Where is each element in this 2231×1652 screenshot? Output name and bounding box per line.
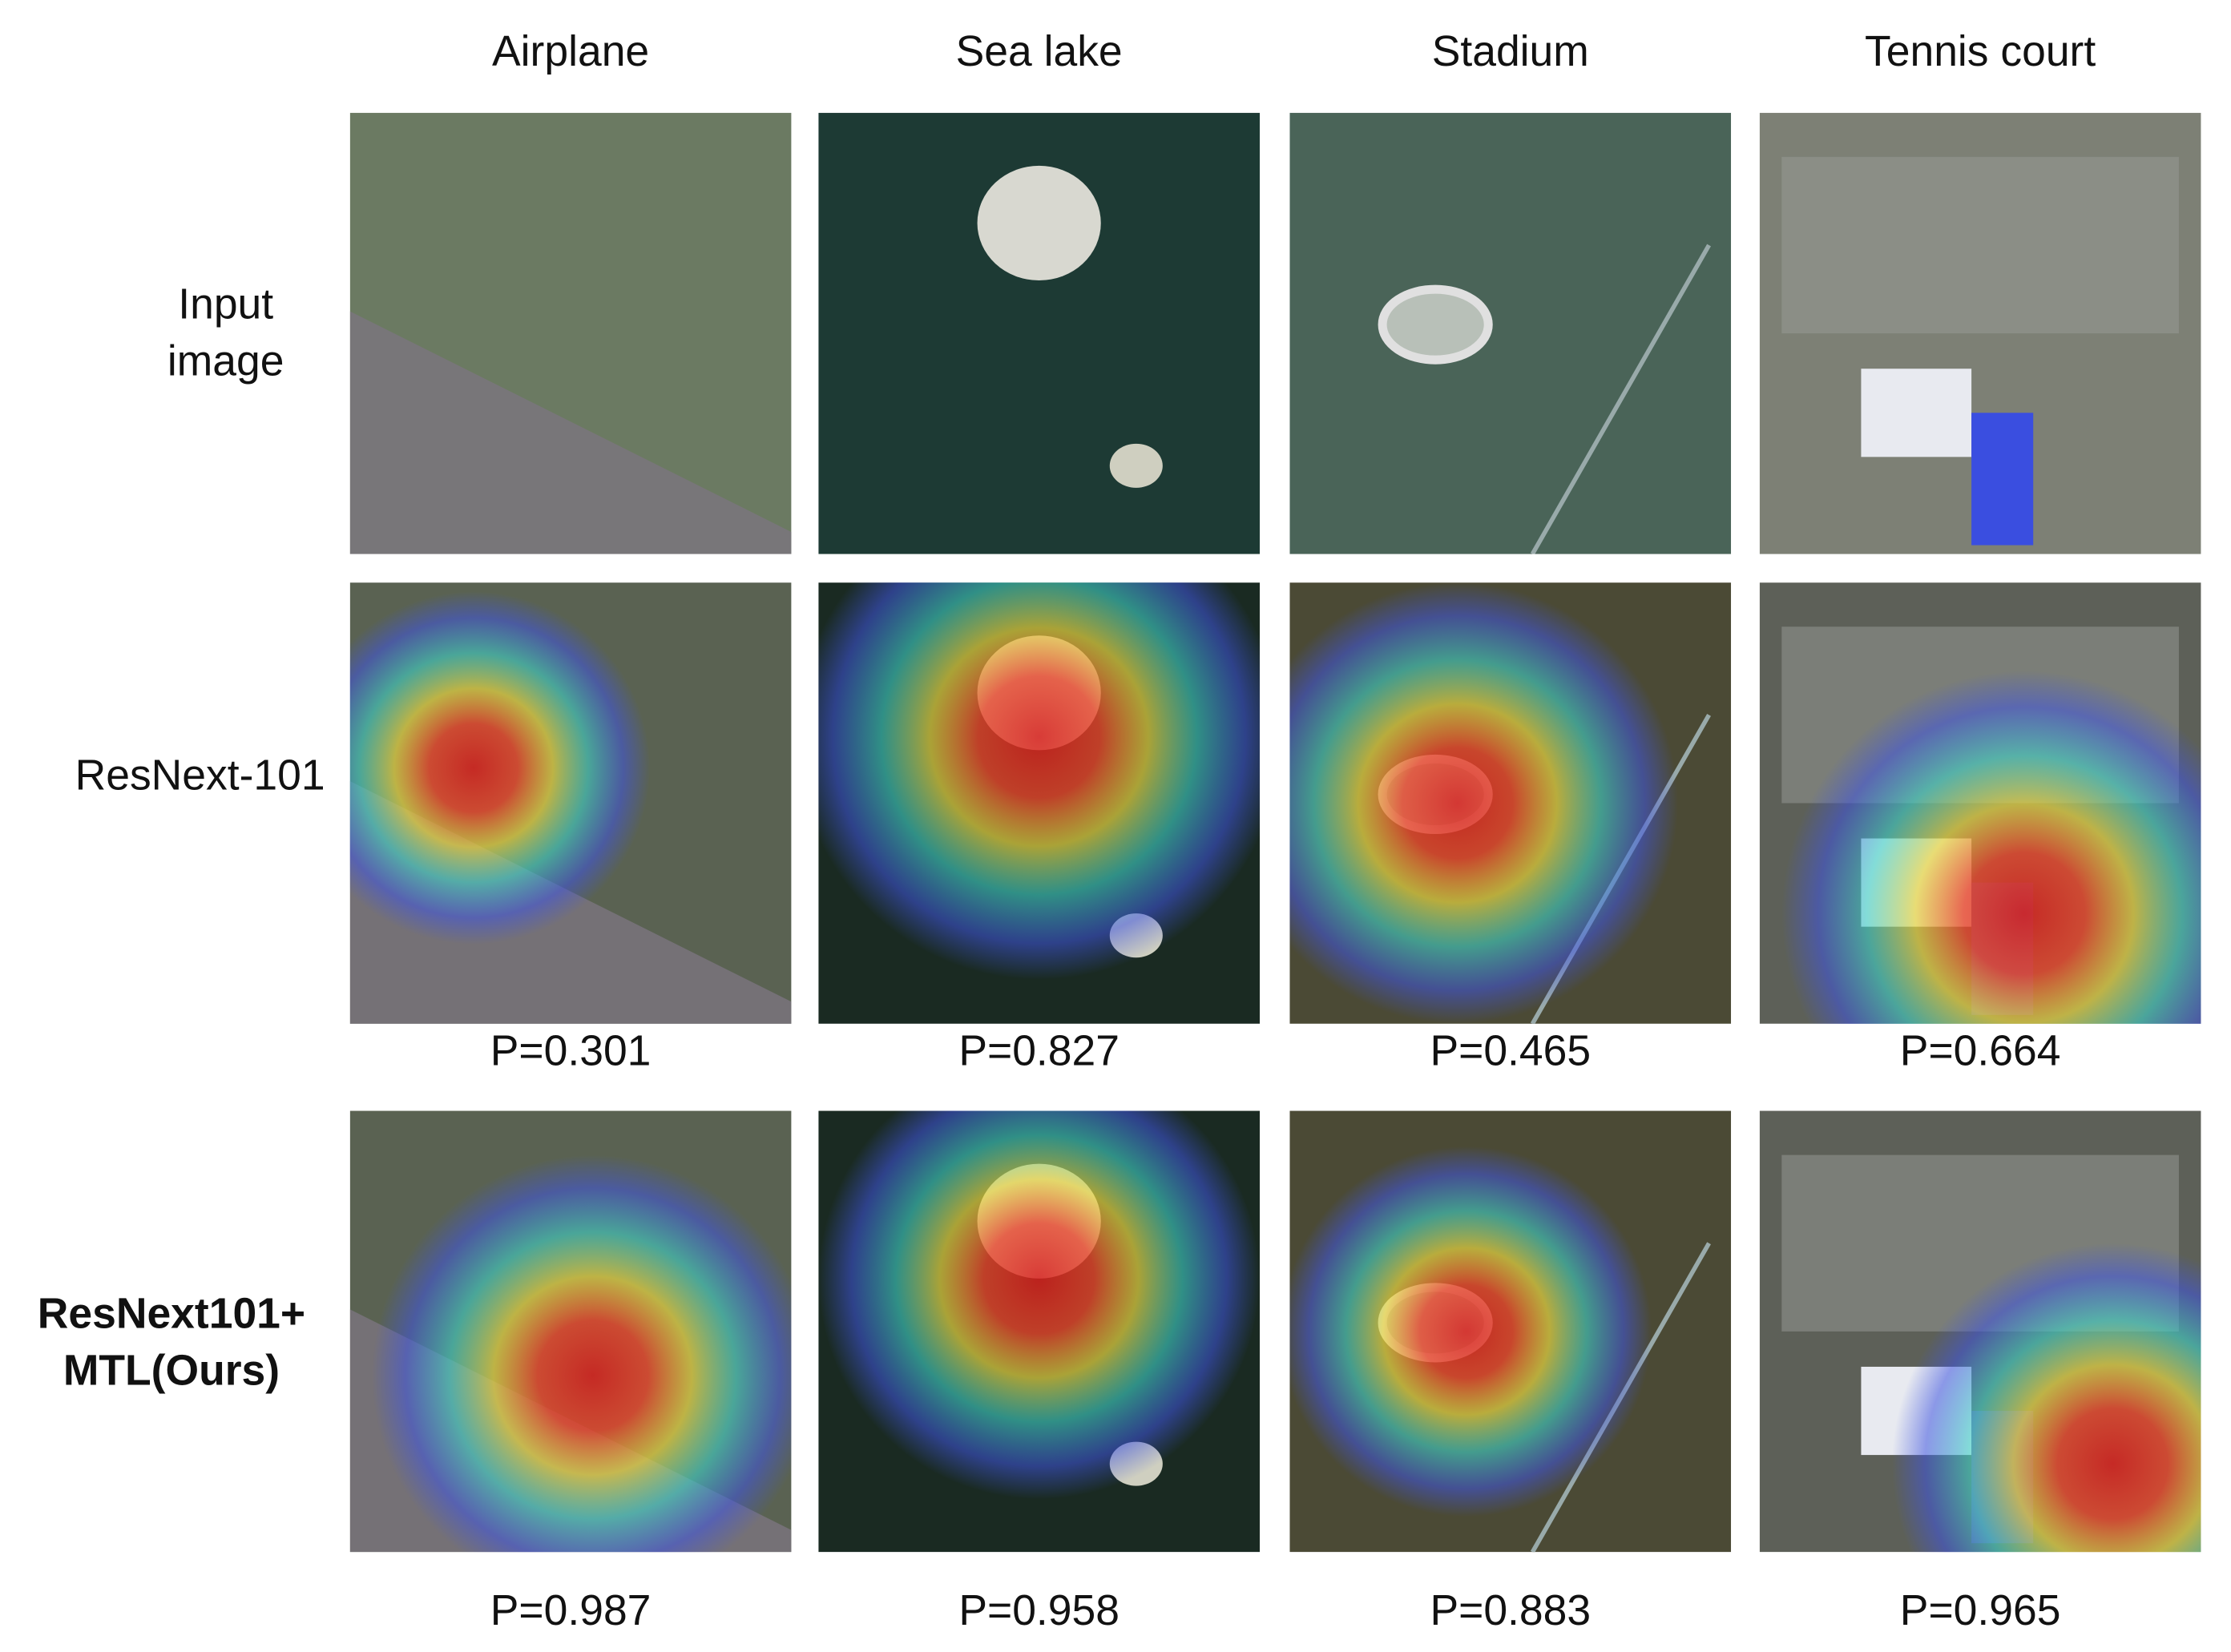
column-header: Stadium — [1432, 28, 1589, 75]
score-label: P=0.465 — [1430, 1027, 1591, 1074]
score-label: P=0.664 — [1900, 1027, 2061, 1074]
image-cell — [818, 1110, 1261, 1553]
row-label: image — [167, 338, 284, 385]
column-header: Sea lake — [956, 28, 1123, 75]
court — [1971, 413, 2034, 546]
image-background — [1289, 112, 1732, 554]
row-label: ResNext101+ — [38, 1290, 305, 1337]
score-label: P=0.987 — [490, 1587, 652, 1634]
image-cell — [818, 582, 1261, 1024]
score-label: P=0.965 — [1900, 1587, 2061, 1634]
image-cell — [1289, 582, 1732, 1024]
image-cell — [818, 112, 1261, 554]
score-label: P=0.827 — [958, 1027, 1120, 1074]
image-cell — [349, 582, 792, 1024]
row-label: ResNext-101 — [75, 751, 325, 799]
heatmap — [372, 1154, 792, 1553]
heatmap — [1289, 1146, 1652, 1517]
row-label: MTL(Ours) — [63, 1348, 280, 1395]
column-header: Tennis court — [1865, 28, 2096, 75]
score-label: P=0.883 — [1430, 1587, 1591, 1634]
image-cell — [349, 112, 792, 554]
heatmap — [1892, 1243, 2201, 1553]
heatmap — [818, 582, 1261, 980]
heatmap — [1781, 671, 2201, 1024]
heatmap — [1289, 582, 1678, 1024]
road — [1530, 244, 1711, 554]
image-cell — [349, 1110, 792, 1553]
image-cell — [1289, 112, 1732, 554]
building — [1861, 369, 1972, 457]
score-label: P=0.958 — [958, 1587, 1120, 1634]
heatmap — [349, 591, 651, 945]
row-label: Input — [178, 280, 273, 328]
heatmap — [818, 1110, 1260, 1500]
column-header: Airplane — [492, 28, 649, 75]
islet — [1109, 443, 1163, 488]
image-cell — [1759, 112, 2201, 554]
runway — [349, 311, 792, 554]
image-cell — [1759, 1110, 2201, 1553]
island — [977, 165, 1101, 281]
image-cell — [1759, 582, 2201, 1024]
score-label: P=0.301 — [490, 1027, 652, 1074]
stadium — [1378, 284, 1493, 365]
parking — [1781, 156, 2179, 334]
image-cell — [1289, 1110, 1732, 1553]
